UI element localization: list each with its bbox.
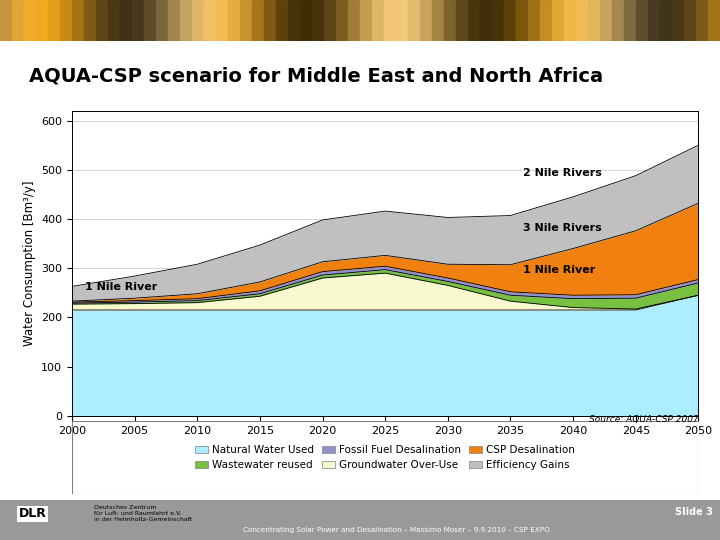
- Bar: [552, 0, 564, 40]
- Bar: [24, 0, 36, 40]
- Bar: [636, 0, 648, 40]
- Bar: [576, 0, 588, 40]
- Bar: [192, 0, 204, 40]
- Bar: [60, 0, 72, 40]
- Bar: [276, 0, 288, 40]
- Text: DLR: DLR: [19, 507, 46, 520]
- Bar: [660, 0, 672, 40]
- Bar: [600, 0, 612, 40]
- Text: Slide 3: Slide 3: [675, 507, 713, 517]
- Bar: [672, 0, 684, 40]
- Y-axis label: Water Consumption [Bm³/y]: Water Consumption [Bm³/y]: [22, 180, 35, 346]
- Bar: [84, 0, 96, 40]
- Bar: [480, 0, 492, 40]
- Bar: [168, 0, 180, 40]
- Text: Concentrating Solar Power and Desalination – Massimo Moser – 9.9.2010 – CSP EXPO: Concentrating Solar Power and Desalinati…: [243, 527, 549, 533]
- Bar: [204, 0, 216, 40]
- Legend: Natural Water Used, Wastewater reused, Fossil Fuel Desalination, Groundwater Ove: Natural Water Used, Wastewater reused, F…: [192, 441, 579, 475]
- Bar: [396, 0, 408, 40]
- Bar: [324, 0, 336, 40]
- Bar: [444, 0, 456, 40]
- Bar: [432, 0, 444, 40]
- Bar: [240, 0, 252, 40]
- Bar: [588, 0, 600, 40]
- Bar: [420, 0, 432, 40]
- Bar: [540, 0, 552, 40]
- Bar: [384, 0, 396, 40]
- Bar: [288, 0, 300, 40]
- Bar: [12, 0, 24, 40]
- Bar: [180, 0, 192, 40]
- Bar: [120, 0, 132, 40]
- Bar: [312, 0, 324, 40]
- Text: Source: AQUA-CSP 2007: Source: AQUA-CSP 2007: [589, 415, 698, 424]
- Bar: [516, 0, 528, 40]
- Bar: [216, 0, 228, 40]
- Bar: [144, 0, 156, 40]
- Text: 1 Nile River: 1 Nile River: [84, 282, 157, 292]
- Bar: [696, 0, 708, 40]
- Bar: [96, 0, 108, 40]
- Bar: [612, 0, 624, 40]
- Bar: [360, 0, 372, 40]
- Bar: [708, 0, 720, 40]
- Bar: [132, 0, 144, 40]
- Text: AQUA-CSP scenario for Middle East and North Africa: AQUA-CSP scenario for Middle East and No…: [29, 66, 603, 86]
- Bar: [504, 0, 516, 40]
- Bar: [372, 0, 384, 40]
- Bar: [336, 0, 348, 40]
- Bar: [108, 0, 120, 40]
- Bar: [48, 0, 60, 40]
- Bar: [264, 0, 276, 40]
- Text: Deutsches Zentrum
für Luft- und Raumfahrt e.V.
in der Helmholtz-Gemeinschaft: Deutsches Zentrum für Luft- und Raumfahr…: [94, 505, 192, 522]
- Text: 2 Nile Rivers: 2 Nile Rivers: [523, 168, 602, 178]
- Bar: [36, 0, 48, 40]
- Text: 1 Nile River: 1 Nile River: [523, 265, 595, 275]
- Bar: [492, 0, 504, 40]
- Bar: [252, 0, 264, 40]
- Bar: [684, 0, 696, 40]
- Bar: [648, 0, 660, 40]
- Bar: [0, 0, 12, 40]
- Bar: [156, 0, 168, 40]
- Bar: [72, 0, 84, 40]
- Bar: [408, 0, 420, 40]
- Bar: [348, 0, 360, 40]
- Text: 3 Nile Rivers: 3 Nile Rivers: [523, 223, 602, 233]
- Bar: [228, 0, 240, 40]
- Bar: [456, 0, 468, 40]
- Bar: [624, 0, 636, 40]
- Bar: [564, 0, 576, 40]
- Bar: [300, 0, 312, 40]
- Bar: [528, 0, 540, 40]
- Bar: [468, 0, 480, 40]
